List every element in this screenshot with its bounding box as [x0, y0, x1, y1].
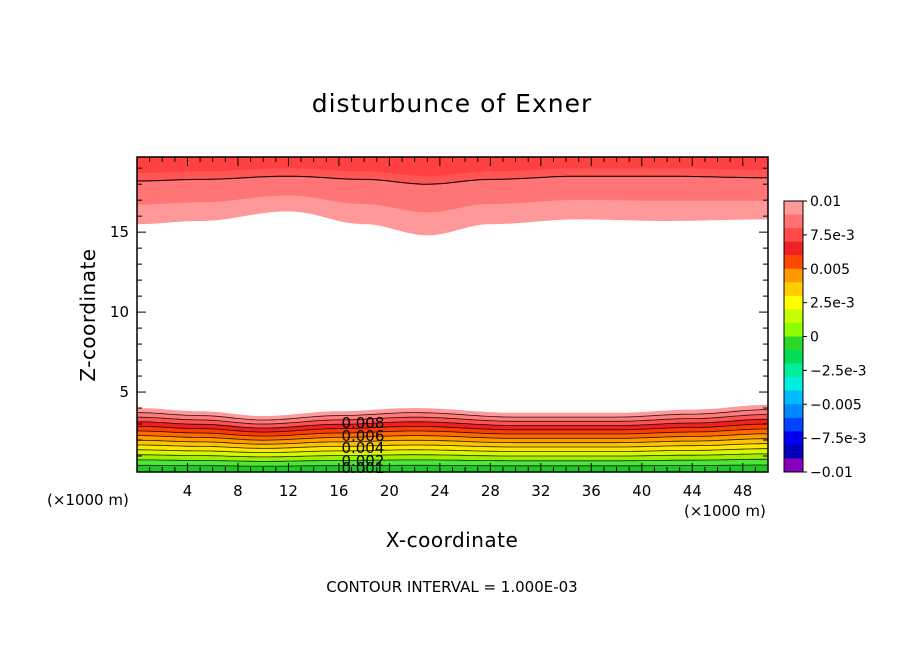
lower-contour-line-11 [137, 414, 769, 425]
colorbar-label: 0.01 [810, 194, 841, 210]
lower-contour-line-8 [137, 428, 769, 437]
contour-label: 0.001 [341, 459, 384, 477]
colorbar-swatch [784, 336, 803, 351]
colorbar-swatch [784, 309, 803, 324]
x-axis-label: X-coordinate [386, 528, 519, 552]
x-tick-label: 8 [233, 482, 243, 500]
x-tick-label: 44 [683, 482, 702, 500]
colorbar-swatch [784, 350, 803, 364]
colorbar-swatch [784, 458, 803, 473]
y-tick-label: 10 [110, 303, 129, 321]
contour-fill-layer [137, 157, 768, 472]
colorbar-swatch [784, 241, 803, 256]
lower-contour-line-9 [137, 423, 768, 433]
lower-contour-line-12 [136, 409, 769, 421]
x-tick-label: 40 [632, 482, 651, 500]
x-tick-label: 32 [531, 482, 550, 500]
lower-contour-line-5 [137, 443, 768, 449]
y-tick-label: 5 [119, 383, 129, 401]
x-tick-label: 48 [733, 482, 752, 500]
colorbar-swatch [784, 201, 803, 215]
contour-line-layer [136, 175, 769, 467]
lower-contour-line-10 [137, 418, 768, 429]
chart-title: disturbunce of Exner [312, 89, 593, 118]
colorbar-swatch [784, 322, 803, 337]
contour-label: 0.004 [341, 439, 384, 457]
contour-label: 0.008 [341, 414, 384, 432]
contour-label: 0.002 [341, 452, 384, 470]
colorbar-swatch [784, 228, 803, 242]
x-unit-label-right: (×1000 m) [684, 502, 766, 520]
colorbar-label: 0 [810, 330, 819, 346]
x-tick-label: 36 [582, 482, 601, 500]
colorbar-label: 2.5e-3 [810, 296, 855, 312]
x-tick-label: 4 [183, 482, 193, 500]
colorbar-label: −7.5e-3 [810, 431, 867, 447]
y-axis-label: Z-coordinate [76, 248, 100, 381]
x-axis-ticks: 4 8 12 16 20 24 28 32 36 40 44 48 [149, 157, 756, 500]
contour-label: 0.006 [341, 427, 384, 445]
colorbar-swatch [784, 268, 803, 283]
colorbar-label: −0.01 [810, 465, 853, 481]
colorbar-label: −0.005 [810, 397, 862, 413]
colorbar-swatch [784, 390, 803, 405]
colorbar-swatch [784, 444, 803, 459]
lower-contour-line-2 [137, 458, 769, 462]
y-axis-ticks: 5 10 15 [110, 167, 768, 457]
colorbar-label: 7.5e-3 [810, 228, 855, 244]
colorbar-swatch [784, 282, 803, 297]
x-tick-label: 20 [380, 482, 399, 500]
colorbar-swatch [784, 417, 803, 432]
upper-contour-line [137, 175, 768, 185]
colorbar-swatch [784, 295, 803, 310]
colorbar-swatch [784, 431, 803, 446]
lower-contour-line-6 [137, 438, 768, 445]
colorbar-swatch [784, 377, 803, 391]
x-tick-label: 24 [430, 482, 449, 500]
lower-contour-line-7 [137, 433, 768, 441]
colorbar-label: 0.005 [810, 262, 850, 278]
upper-band-level-3 [137, 157, 768, 177]
colorbar-label: −2.5e-3 [810, 363, 867, 379]
colorbar-swatch [784, 255, 803, 270]
colorbar-swatch [784, 214, 803, 229]
lower-contour-line-3 [136, 453, 768, 458]
lower-contour-line-1 [137, 464, 768, 467]
colorbar-swatch [784, 404, 803, 419]
x-unit-label-left: (×1000 m) [47, 491, 129, 509]
colorbar-labels: 0.01 7.5e-3 0.005 2.5e-3 0 −2.5e-3 −0.005 −7.5e… [803, 194, 867, 481]
x-tick-label: 28 [481, 482, 500, 500]
contour-interval-note: CONTOUR INTERVAL = 1.000E-03 [326, 578, 577, 596]
lower-contour-line-4 [137, 448, 768, 453]
y-tick-label: 15 [110, 223, 129, 241]
colorbar [783, 200, 804, 473]
x-tick-label: 12 [279, 482, 298, 500]
colorbar-swatch [784, 363, 803, 378]
x-tick-label: 16 [329, 482, 348, 500]
